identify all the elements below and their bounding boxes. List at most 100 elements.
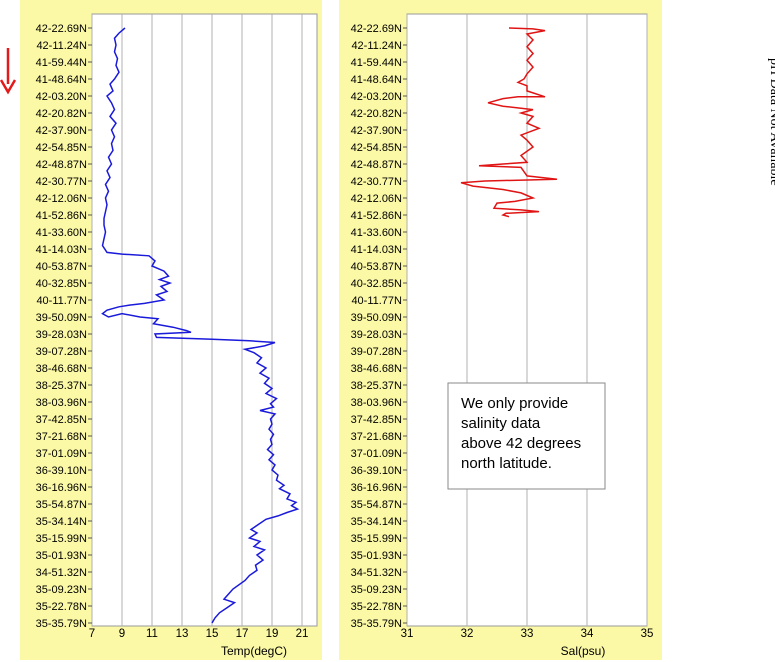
- latitude-label: 35-54.87N: [351, 499, 402, 511]
- latitude-label: 34-51.32N: [36, 567, 87, 579]
- latitude-label: 42-30.77N: [351, 176, 402, 188]
- latitude-label: 40-53.87N: [36, 261, 87, 273]
- latitude-label: 41-33.60N: [351, 227, 402, 239]
- x-tick-label: 34: [581, 628, 594, 640]
- salinity-gridlines: [406, 14, 648, 626]
- latitude-label: 39-28.03N: [36, 329, 87, 341]
- latitude-label: 42-12.06N: [36, 193, 87, 205]
- latitude-label: 39-07.28N: [351, 346, 402, 358]
- latitude-label: 41-14.03N: [351, 244, 402, 256]
- latitude-label: 35-34.14N: [36, 516, 87, 528]
- latitude-label: 35-22.78N: [36, 601, 87, 613]
- latitude-label: 42-03.20N: [351, 91, 402, 103]
- latitude-label: 34-51.32N: [351, 567, 402, 579]
- latitude-label: 35-35.79N: [36, 618, 87, 630]
- latitude-label: 42-37.90N: [351, 125, 402, 137]
- latitude-label: 38-25.37N: [36, 380, 87, 392]
- latitude-label: 42-20.82N: [351, 108, 402, 120]
- latitude-label: 42-03.20N: [36, 91, 87, 103]
- latitude-label: 42-48.87N: [351, 159, 402, 171]
- note-text: We only provide salinity data above 42 deg…: [461, 395, 581, 472]
- temperature-latitude-labels: 42-22.69N 42-11.24N 41-59.44N 41-48.64N 42-0…: [36, 23, 92, 630]
- latitude-label: 38-25.37N: [351, 380, 402, 392]
- latitude-label: 42-22.69N: [36, 23, 87, 35]
- note-line: salinity data: [461, 415, 541, 432]
- latitude-label: 35-15.99N: [351, 533, 402, 545]
- latitude-label: 37-21.68N: [36, 431, 87, 443]
- latitude-label: 35-22.78N: [351, 601, 402, 613]
- latitude-label: 42-54.85N: [36, 142, 87, 154]
- x-tick-label: 35: [641, 628, 654, 640]
- note-line: We only provide: [461, 395, 568, 412]
- latitude-label: 36-16.96N: [351, 482, 402, 494]
- x-tick-label: 9: [119, 628, 125, 640]
- latitude-label: 42-30.77N: [36, 176, 87, 188]
- x-tick-label: 19: [266, 628, 279, 640]
- latitude-label: 39-50.09N: [36, 312, 87, 324]
- x-tick-label: 7: [89, 628, 95, 640]
- latitude-label: 40-11.77N: [36, 295, 87, 307]
- latitude-label: 35-01.93N: [36, 550, 87, 562]
- temperature-series-line: [101, 27, 300, 624]
- latitude-label: 40-53.87N: [351, 261, 402, 273]
- latitude-label: 42-54.85N: [351, 142, 402, 154]
- x-tick-label: 11: [146, 628, 158, 640]
- latitude-label: 42-48.87N: [36, 159, 87, 171]
- latitude-label: 35-35.79N: [351, 618, 402, 630]
- note-box: [447, 382, 606, 490]
- latitude-label: 37-42.85N: [36, 414, 87, 426]
- salinity-x-axis-label: Sal(psu): [561, 644, 606, 658]
- latitude-label: 38-03.96N: [36, 397, 87, 409]
- x-tick-label: 33: [521, 628, 534, 640]
- latitude-label: 42-37.90N: [36, 125, 87, 137]
- note-line: above 42 degrees: [461, 435, 581, 452]
- latitude-label: 39-07.28N: [36, 346, 87, 358]
- latitude-label: 38-46.68N: [36, 363, 87, 375]
- latitude-label: 35-34.14N: [351, 516, 402, 528]
- latitude-label: 36-39.10N: [351, 465, 402, 477]
- x-tick-label: 21: [296, 628, 309, 640]
- latitude-label: 40-11.77N: [351, 295, 402, 307]
- ph-unavailable-label: pH Data Not Available: [767, 58, 775, 186]
- latitude-label: 41-52.86N: [351, 210, 402, 222]
- latitude-label: 42-22.69N: [351, 23, 402, 35]
- latitude-label: 35-09.23N: [36, 584, 87, 596]
- latitude-label: 42-12.06N: [351, 193, 402, 205]
- latitude-label: 38-46.68N: [351, 363, 402, 375]
- latitude-label: 37-42.85N: [351, 414, 402, 426]
- latitude-label: 41-48.64N: [351, 74, 402, 86]
- latitude-label: 35-15.99N: [36, 533, 87, 545]
- latitude-label: 38-03.96N: [351, 397, 402, 409]
- latitude-label: 39-50.09N: [351, 312, 402, 324]
- latitude-label: 36-39.10N: [36, 465, 87, 477]
- latitude-label: 41-33.60N: [36, 227, 87, 239]
- x-tick-label: 31: [401, 628, 414, 640]
- latitude-label: 40-32.85N: [36, 278, 87, 290]
- temperature-plot-area: [91, 13, 318, 627]
- temperature-x-tick-labels: 7 9 11 13 15 17 19 21: [89, 628, 309, 640]
- latitude-label: 41-14.03N: [36, 244, 87, 256]
- temperature-x-axis-label: Temp(degC): [221, 644, 287, 658]
- latitude-label: 41-48.64N: [36, 74, 87, 86]
- salinity-latitude-labels: 42-22.69N 42-11.24N 41-59.44N 41-48.64N 42-0…: [351, 23, 407, 630]
- latitude-label: 40-32.85N: [351, 278, 402, 290]
- x-tick-label: 17: [236, 628, 249, 640]
- latitude-label: 42-20.82N: [36, 108, 87, 120]
- latitude-label: 36-16.96N: [36, 482, 87, 494]
- latitude-label: 42-11.24N: [351, 40, 402, 52]
- latitude-label: 39-28.03N: [351, 329, 402, 341]
- x-tick-label: 15: [206, 628, 219, 640]
- latitude-label: 37-01.09N: [351, 448, 402, 460]
- latitude-label: 37-01.09N: [36, 448, 87, 460]
- x-tick-label: 13: [176, 628, 189, 640]
- latitude-label: 35-01.93N: [351, 550, 402, 562]
- latitude-label: 35-54.87N: [36, 499, 87, 511]
- x-tick-label: 32: [461, 628, 474, 640]
- latitude-label: 41-52.86N: [36, 210, 87, 222]
- temperature-gridlines: [91, 14, 303, 626]
- scroll-direction-arrow-icon: [0, 48, 17, 95]
- latitude-label: 37-21.68N: [351, 431, 402, 443]
- latitude-label: 41-59.44N: [351, 57, 402, 69]
- note-line: north latitude.: [461, 455, 552, 472]
